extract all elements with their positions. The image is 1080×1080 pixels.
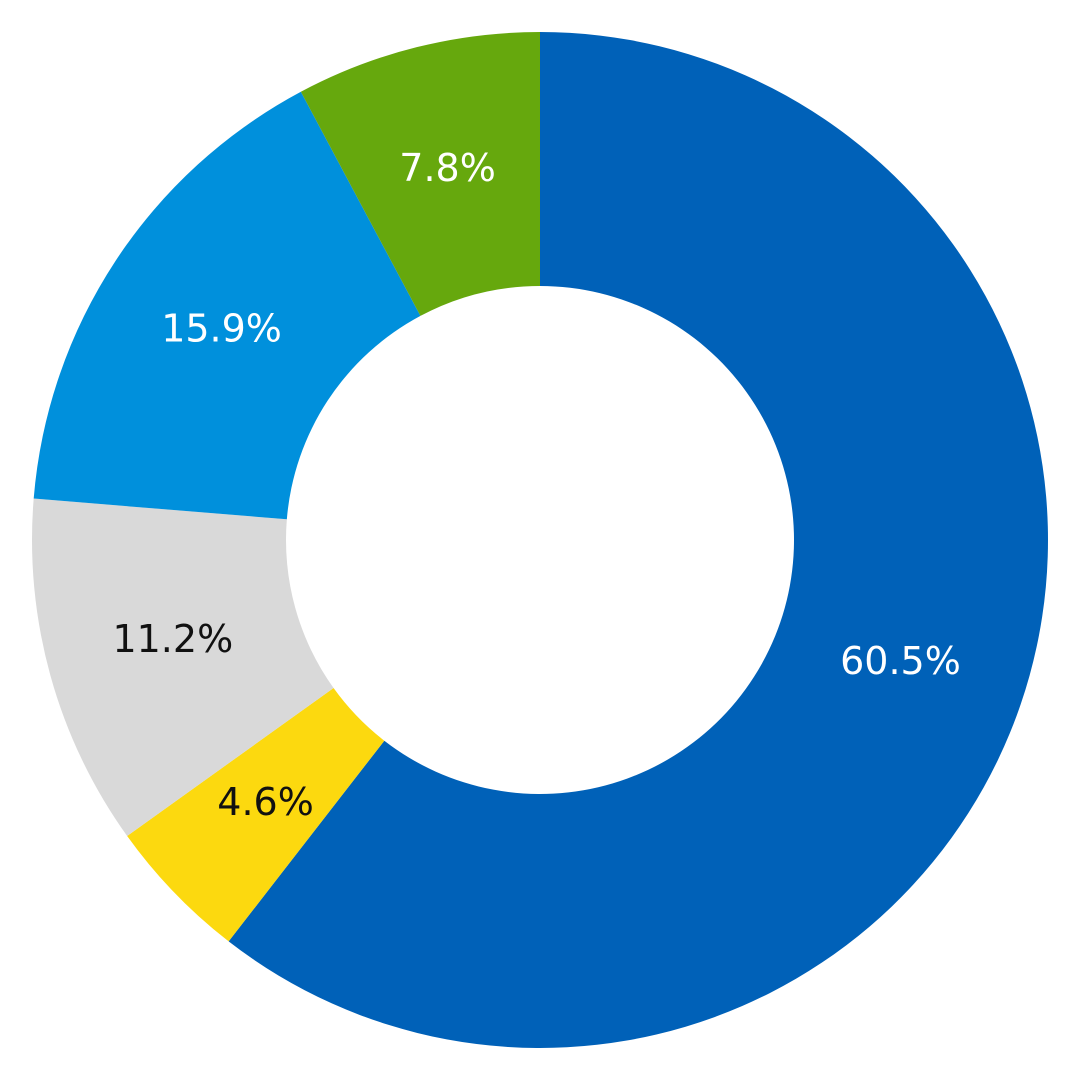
donut-segment bbox=[127, 688, 385, 942]
value-label: 11.2% bbox=[112, 617, 233, 661]
donut-segment bbox=[228, 32, 1049, 1048]
donut-segment bbox=[33, 91, 421, 520]
value-label: 15.9% bbox=[161, 306, 282, 350]
donut-segment bbox=[300, 32, 540, 316]
value-label: 7.8% bbox=[399, 146, 496, 190]
donut-segment bbox=[31, 498, 334, 837]
value-label: 60.5% bbox=[840, 639, 961, 683]
value-label: 4.6% bbox=[217, 780, 314, 824]
